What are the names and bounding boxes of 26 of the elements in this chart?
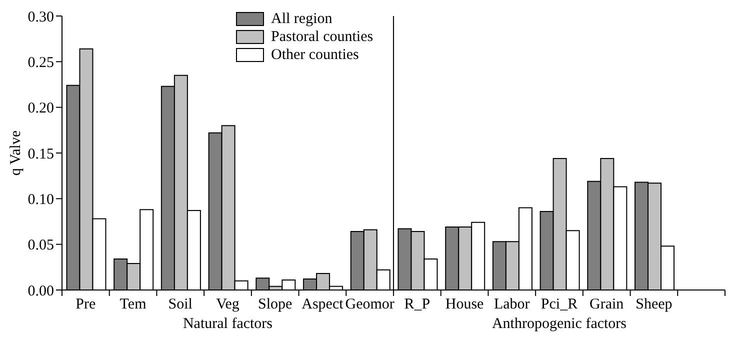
text: Anthropogenic factors	[492, 316, 627, 332]
x-tick-label: Tem	[120, 296, 147, 313]
x-tick-label: Veg	[216, 296, 240, 313]
x-tick-label: Soil	[168, 296, 192, 313]
x-tick-label: Aspect	[302, 296, 344, 313]
x-tick-label: R_P	[404, 296, 430, 313]
y-tick-label: 0.10	[28, 192, 54, 208]
text: Natural factors	[182, 316, 273, 332]
x-tick-label: House	[445, 296, 484, 313]
y-tick-label: 0.00	[28, 283, 54, 300]
y-tick-label: 0.20	[28, 100, 54, 117]
x-tick-label: Grain	[590, 296, 624, 313]
legend-label: All region	[271, 10, 332, 28]
y-axis-title: q Valve	[8, 130, 24, 176]
x-tick-label: Slope	[258, 296, 293, 313]
x-tick-label: Sheep	[636, 296, 672, 313]
y-tick-label: 0.25	[28, 54, 54, 71]
legend-label: Pastoral counties	[271, 28, 374, 46]
y-tick-label: 0.15	[28, 146, 54, 162]
y-tick-label: 0.05	[28, 238, 54, 254]
x-tick-label: Geomor	[345, 296, 394, 313]
x-tick-label: Labor	[494, 296, 530, 313]
legend-label: Other counties	[271, 46, 359, 64]
x-tick-label: Pre	[76, 296, 96, 313]
x-tick-label: Pci_R	[540, 296, 578, 313]
y-tick-label: 0.30	[28, 9, 54, 26]
